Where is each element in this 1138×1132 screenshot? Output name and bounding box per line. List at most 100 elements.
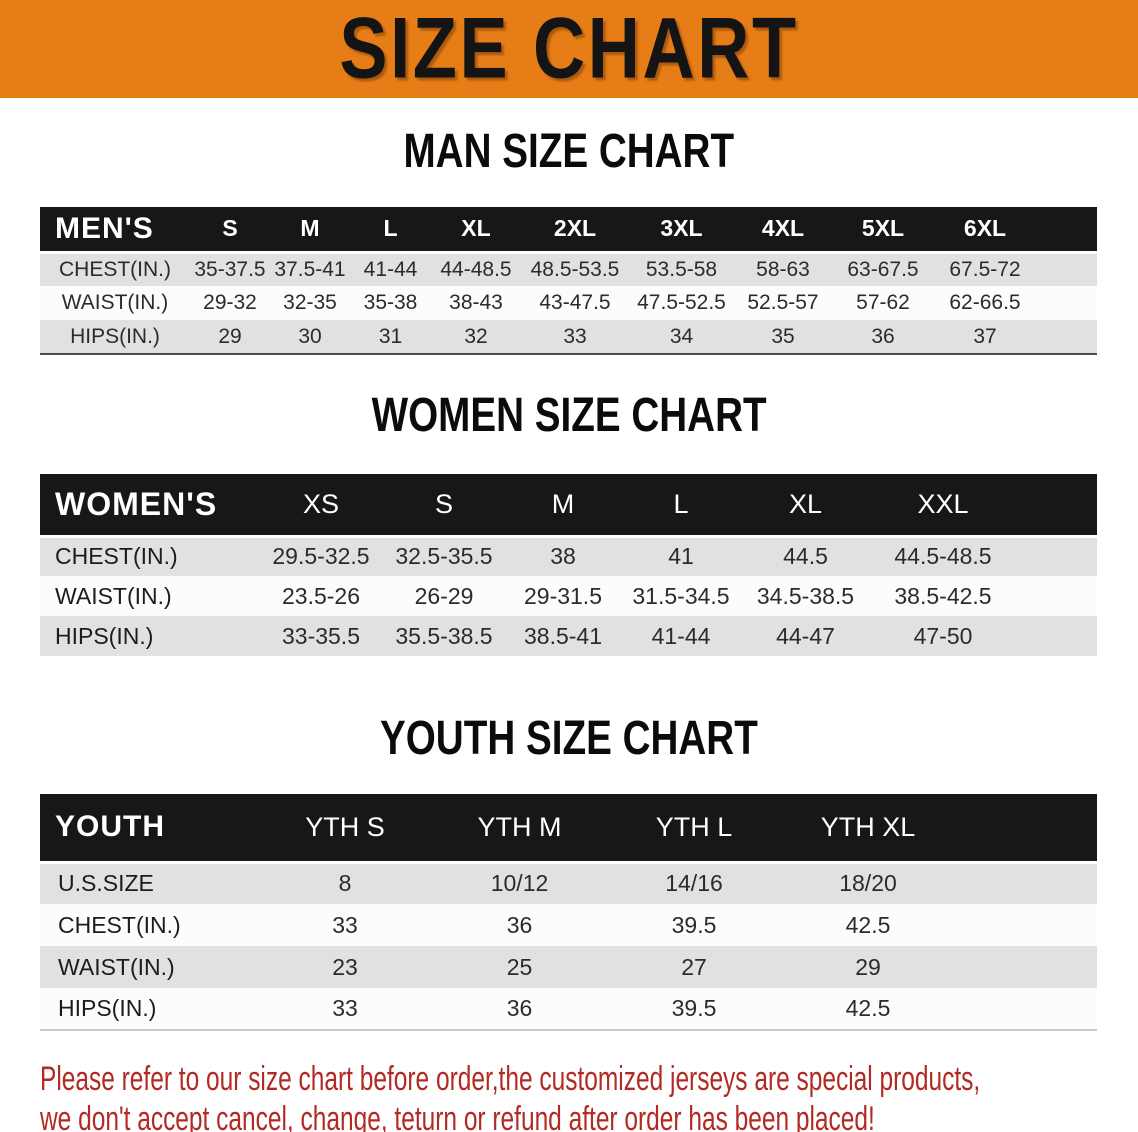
row-label: WAIST(IN.) [61,291,169,314]
size-value: 44-48.5 [431,250,521,286]
men-chest-row: CHEST(IN.) 35-37.5 37.5-41 41-44 44-48.5… [40,250,1097,286]
size-value: 44.5 [740,534,871,576]
size-value: 10/12 [432,860,607,904]
size-value: 38.5-42.5 [894,582,992,609]
filler-cell [1015,576,1097,616]
men-size-col: L [383,215,398,242]
women-section-heading: WOMEN SIZE CHART [0,386,1138,451]
filler-cell [1036,207,1097,252]
men-size-col: 5XL [861,215,905,242]
women-size-col: XL [788,488,823,519]
size-value: 36 [506,995,533,1021]
women-size-col: S [434,488,453,519]
youth-chest-row: CHEST(IN.) 33 36 39.5 42.5 [40,904,1097,946]
size-value: 32-35 [283,291,337,314]
size-value: 47.5-52.5 [637,291,726,314]
youth-waist-row: WAIST(IN.) 23 25 27 29 [40,946,1097,988]
men-section-heading: MAN SIZE CHART [0,122,1138,187]
size-value: 27 [681,953,707,980]
row-label: HIPS(IN.) [70,324,160,348]
row-label: HIPS(IN.) [58,995,157,1021]
size-value: 23.5-26 [281,582,360,609]
size-value: 35 [771,324,795,348]
size-value: 34.5-38.5 [756,582,855,609]
size-value: 32.5-35.5 [384,534,504,576]
size-value: 39.5 [671,911,717,938]
men-size-table: MEN'S S M L XL 2XL 3XL 4XL 5XL 6XL CHEST… [40,207,1097,355]
filler-cell [955,946,1097,988]
men-hips-row: HIPS(IN.) 29 30 31 32 33 34 35 36 37 [40,320,1097,354]
youth-size-table: YOUTH YTH S YTH M YTH L YTH XL U.S.SIZE … [40,794,1097,1031]
filler-cell [955,860,1097,904]
size-value: 44.5-48.5 [871,534,1015,576]
size-value: 39.5 [671,995,717,1021]
youth-size-col: YTH XL [820,811,916,842]
men-size-col: S [222,215,238,242]
disclaimer-line: Please refer to our size chart before or… [40,1059,1138,1099]
filler-cell [1015,534,1097,576]
size-value: 38 [504,534,622,576]
size-value: 41-44 [350,250,431,286]
women-hips-row: HIPS(IN.) 33-35.5 35.5-38.5 38.5-41 41-4… [40,616,1097,656]
youth-header-row: YOUTH YTH S YTH M YTH L YTH XL [40,794,1097,862]
size-value: 37 [973,324,997,348]
filler-cell [1036,286,1097,320]
filler-cell [1015,474,1097,536]
size-value: 58-63 [734,250,832,286]
youth-table-label: YOUTH [55,810,165,844]
size-value: 26-29 [414,582,474,609]
size-value: 38-43 [449,291,503,314]
row-label: CHEST(IN.) [40,534,258,576]
size-value: 43-47.5 [539,291,611,314]
men-size-col: 6XL [963,215,1007,242]
size-value: 44-47 [776,622,835,649]
women-header-row: WOMEN'S XS S M L XL XXL [40,474,1097,536]
filler-cell [955,794,1097,862]
size-value: 29 [855,953,881,980]
size-value: 33 [332,911,358,938]
size-value: 8 [258,860,432,904]
row-label: CHEST(IN.) [40,250,190,286]
disclaimer: Please refer to our size chart before or… [0,1059,1138,1132]
women-size-table: WOMEN'S XS S M L XL XXL CHEST(IN.) 29.5-… [40,474,1097,656]
banner-title: SIZE CHART [339,0,799,97]
row-label: WAIST(IN.) [58,953,175,980]
women-size-col: XS [302,488,340,519]
filler-cell [955,904,1097,946]
women-heading-text: WOMEN SIZE CHART [371,386,767,442]
size-value: 67.5-72 [934,250,1036,286]
men-heading-text: MAN SIZE CHART [403,122,735,178]
row-label: U.S.SIZE [40,860,258,904]
men-table-label: MEN'S [55,211,154,245]
size-value: 35.5-38.5 [395,622,493,649]
size-value: 31.5-34.5 [632,582,730,609]
size-value: 14/16 [607,860,781,904]
youth-heading-text: YOUTH SIZE CHART [380,709,758,765]
youth-size-col: YTH S [305,811,385,842]
size-value: 41-44 [651,622,711,649]
women-size-col: L [673,488,689,519]
row-label: CHEST(IN.) [58,911,181,938]
size-value: 36 [871,324,895,348]
row-label: HIPS(IN.) [55,622,154,649]
youth-section-heading: YOUTH SIZE CHART [0,709,1138,774]
size-value: 33-35.5 [281,622,360,649]
men-size-col: M [300,215,320,242]
men-size-col: 3XL [660,215,703,242]
size-value: 52.5-57 [747,291,819,314]
size-value: 35-38 [363,291,418,314]
size-value: 29-32 [203,291,257,314]
size-value: 42.5 [845,995,891,1021]
size-value: 47-50 [913,622,973,649]
women-waist-row: WAIST(IN.) 23.5-26 26-29 29-31.5 31.5-34… [40,576,1097,616]
men-size-col: XL [461,215,491,242]
men-size-col: 2XL [553,215,597,242]
size-value: 30 [298,324,322,348]
women-size-col: M [551,488,575,519]
size-value: 35-37.5 [190,250,270,286]
men-waist-row: WAIST(IN.) 29-32 32-35 35-38 38-43 43-47… [40,286,1097,320]
women-chest-row: CHEST(IN.) 29.5-32.5 32.5-35.5 38 41 44.… [40,534,1097,576]
men-size-col: 4XL [761,215,805,242]
size-value: 29.5-32.5 [258,534,384,576]
youth-size-col: YTH L [655,811,733,842]
